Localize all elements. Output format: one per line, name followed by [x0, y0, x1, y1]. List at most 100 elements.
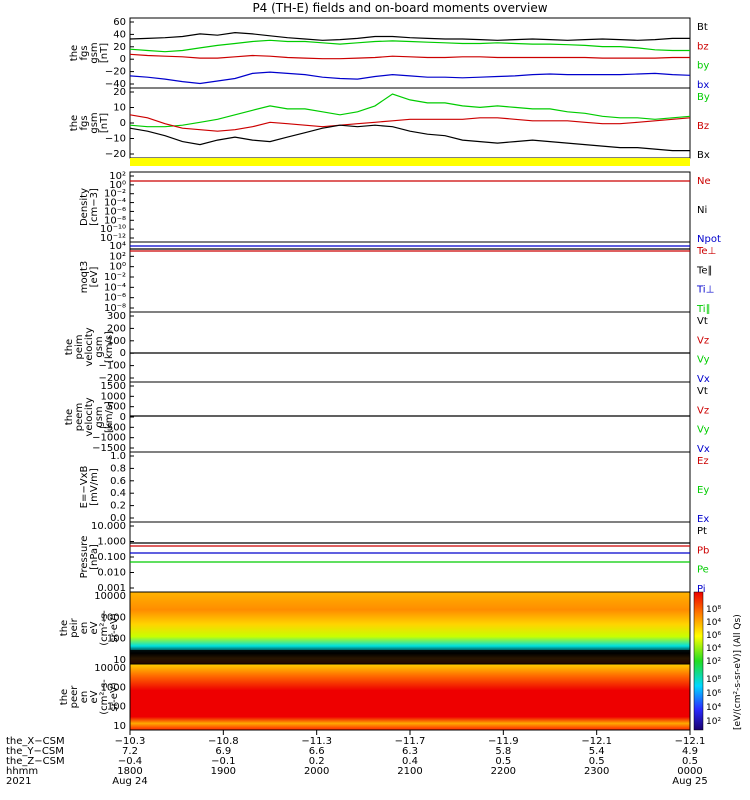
legend-entry: Vz — [697, 335, 709, 346]
legend-entry: Vx — [697, 374, 710, 385]
ytick-label: 0 — [120, 412, 126, 423]
ylabel-line: the — [64, 409, 75, 425]
ytick-label: 20 — [113, 42, 126, 53]
ytick-label: −40 — [105, 79, 126, 90]
legend-entry: Pi — [697, 584, 706, 595]
ylabel-line: gsm — [94, 336, 105, 357]
xtick-label: 1900 — [211, 766, 236, 777]
ytick-label: 10⁻⁸ — [104, 303, 126, 314]
xtick-label: −11.3 — [301, 736, 332, 747]
ytick-label: 1.000 — [97, 537, 126, 548]
legend-entry: Ez — [697, 456, 709, 467]
xtick-label: 4.9 — [682, 746, 698, 757]
ylabel-line: Density — [79, 188, 90, 226]
series-line-By — [129, 93, 691, 128]
legend-entry: Te∥ — [696, 265, 713, 276]
legend-entry: Ey — [697, 485, 709, 496]
ylabel-line: [mV/m] — [89, 468, 100, 506]
xtick-label: 1800 — [117, 766, 142, 777]
ytick-label: −500 — [99, 422, 126, 433]
xtick-label: 6.9 — [215, 746, 231, 757]
xtick-label: Aug 25 — [672, 776, 707, 787]
ytick-label: 500 — [107, 402, 126, 413]
xaxis-row-label: the_X−CSM — [6, 736, 65, 747]
ylabel-line: sr-eV) — [109, 682, 120, 711]
ylabel-line: the — [69, 115, 80, 131]
series-line-by — [129, 39, 690, 53]
panel-fgs_gsm: 20 10 0 −10 −20 the fgs gsm [nT] By Bz Bx — [69, 87, 710, 161]
ytick-label: 10² — [109, 171, 126, 182]
ylabel-line: peer — [69, 685, 80, 709]
legend-entry: Vt — [697, 386, 708, 397]
xtick-label: −0.4 — [118, 756, 142, 767]
ylabel-line: (cm²-s- — [99, 610, 110, 646]
ylabel-line: gsm — [89, 42, 100, 63]
ytick-label: 1000 — [101, 682, 126, 693]
xtick-label: 2000 — [304, 766, 329, 777]
xtick-label: 2100 — [397, 766, 422, 777]
ytick-label: −1500 — [92, 443, 126, 454]
ytick-label: 10000 — [94, 663, 126, 674]
xtick-label: −10.3 — [115, 736, 146, 747]
xtick-label: −11.7 — [395, 736, 426, 747]
ylabel-line: gsm — [89, 112, 100, 133]
ytick-label: 0 — [120, 118, 126, 129]
legend-entry: Bz — [697, 121, 709, 132]
ytick-label: 100 — [107, 634, 126, 645]
ylabel-line: gsm — [94, 406, 105, 427]
legend-entry: Pt — [697, 526, 707, 537]
ytick-label: 10⁻⁸ — [104, 215, 126, 226]
ytick-label: −10 — [105, 134, 126, 145]
xtick-label: 7.2 — [122, 746, 138, 757]
ylabel-line: the — [64, 339, 75, 355]
legend-entry: Ni — [697, 205, 707, 216]
colorbar-tick: 10⁶ — [706, 689, 721, 699]
legend-entry: Vt — [697, 316, 708, 327]
ylabel-line: velocity — [84, 327, 95, 366]
figure-title: P4 (TH-E) fields and on-board moments ov… — [252, 1, 547, 15]
ytick-label: 10.000 — [91, 521, 126, 532]
ytick-label: 0 — [120, 54, 126, 65]
peir-spectrogram-band — [130, 650, 690, 664]
ylabel-line: Pressure — [79, 536, 90, 579]
ytick-label: 10⁻¹⁰ — [100, 224, 126, 235]
legend-entry: Bt — [697, 22, 708, 33]
legend-entry: Ne — [697, 176, 711, 187]
ytick-label: 40 — [113, 29, 126, 40]
colorbar-ticks: 10⁸ 10⁴ 10⁶ 10⁴ 10² 10⁸ 10⁶ 10⁴ 10² — [706, 605, 721, 727]
legend-entry: Pe — [697, 565, 709, 576]
ytick-label: 1500 — [101, 381, 126, 392]
yellow-status-bar — [130, 158, 690, 166]
ytick-label: 1000 — [101, 612, 126, 623]
ytick-label: 100 — [107, 702, 126, 713]
ylabel-line: peem — [74, 403, 85, 431]
ylabel-line: the — [59, 689, 70, 705]
legend-entry: Ti∥ — [696, 304, 711, 315]
xtick-label: 2300 — [584, 766, 609, 777]
ytick-label: −100 — [99, 361, 126, 372]
colorbar-tick: 10⁴ — [706, 618, 721, 628]
ylabel-line: peim — [74, 334, 85, 359]
xtick-label: −0.1 — [211, 756, 235, 767]
ytick-label: 20 — [113, 87, 126, 98]
legend-entry: Te⊥ — [696, 246, 716, 257]
panel-peer_flux: 10000 1000 100 10 the peer en eV (cm²-s-sr-eV) — [59, 663, 134, 732]
legend-entry: Ex — [697, 514, 709, 525]
ylabel-line: [nT] — [99, 43, 110, 63]
ytick-label: 0.100 — [97, 552, 126, 563]
colorbar-tick: 10⁴ — [706, 703, 721, 713]
ytick-label: −20 — [105, 67, 126, 78]
ylabel-line: the — [69, 45, 80, 61]
ylabel-line: en — [79, 691, 90, 704]
ylabel-line: sr-eV) — [109, 613, 120, 642]
ytick-label: 0.010 — [97, 568, 126, 579]
panel-efield: 1.00.8 0.60.4 0.20.0 E=−VxB [mV/m] Ez Ey Ex — [79, 451, 709, 525]
xtick-label: 0.5 — [682, 756, 698, 767]
ytick-label: 10² — [109, 251, 126, 262]
ylabel-line: E=−VxB — [79, 466, 90, 509]
ytick-label: 300 — [107, 311, 126, 322]
